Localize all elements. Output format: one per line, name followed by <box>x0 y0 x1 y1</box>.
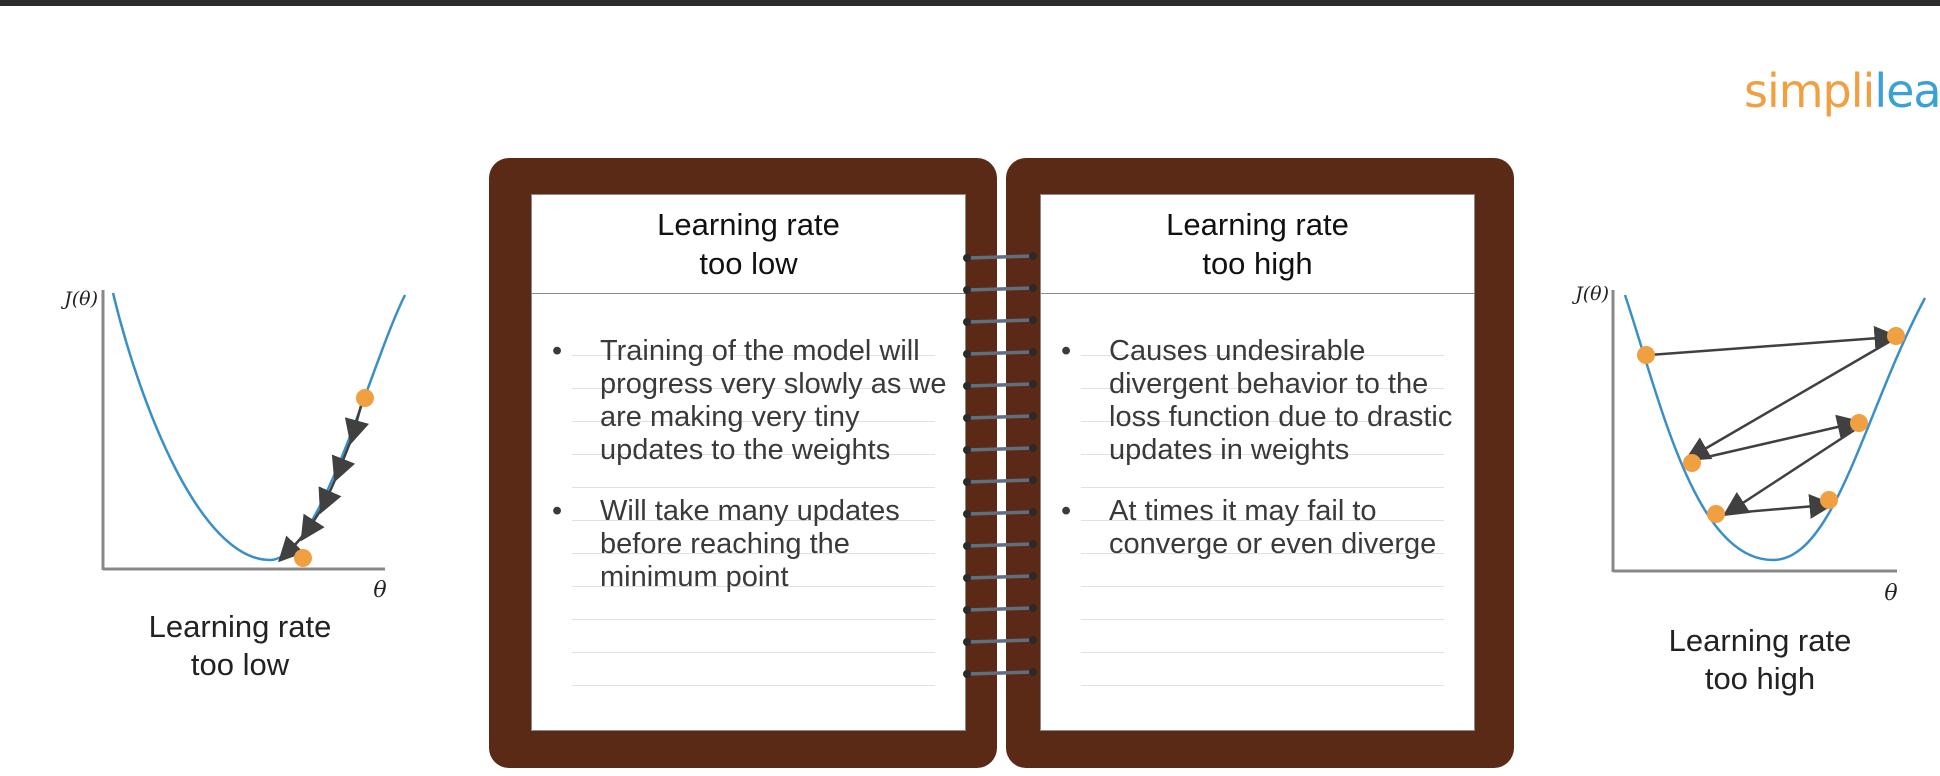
step-point <box>1637 346 1655 364</box>
list-item: • Causes undesirable divergent behavior t… <box>1061 335 1453 466</box>
spiral-ring <box>963 284 1037 294</box>
spiral-binding <box>963 252 1037 678</box>
spiral-ring <box>963 540 1037 550</box>
spiral-ring <box>963 444 1037 454</box>
graph-learning-rate-too-low: J(θ) θ <box>40 275 420 615</box>
spiral-ring <box>963 380 1037 390</box>
step-point <box>1683 454 1701 472</box>
divergent-steps <box>1648 325 1900 519</box>
loss-curve <box>1623 294 1927 562</box>
spiral-ring <box>963 476 1037 486</box>
bullet-list-too-high: • Causes undesirable divergent behavior t… <box>1061 335 1458 589</box>
y-axis-label: J(θ) <box>1571 283 1609 305</box>
notebook: Learning rate too low • Training of the m… <box>489 158 1514 768</box>
spiral-ring <box>963 636 1037 646</box>
spiral-ring <box>963 316 1037 326</box>
list-item: • Training of the model will progress ver… <box>552 335 947 466</box>
graph-learning-rate-too-high: J(θ) θ <box>1545 270 1940 620</box>
spiral-ring <box>963 508 1037 518</box>
spiral-ring <box>963 348 1037 358</box>
spiral-ring <box>963 668 1037 678</box>
step-point <box>1707 505 1725 523</box>
step-point <box>1850 414 1868 432</box>
y-axis-label: J(θ) <box>60 288 98 310</box>
notebook-page-left: Learning rate too low • Training of the m… <box>531 194 966 731</box>
step-point <box>1820 491 1838 509</box>
graph-high-svg: J(θ) θ <box>1571 283 1927 606</box>
page-title-too-low: Learning rate too low <box>532 195 965 294</box>
ruled-lines <box>572 323 935 714</box>
descent-steps <box>278 401 370 563</box>
list-item: • At times it may fail to converge or ev… <box>1061 495 1437 560</box>
end-point <box>294 549 312 567</box>
x-axis-label: θ <box>1884 581 1897 606</box>
spiral-ring <box>963 604 1037 614</box>
simplilearn-logo: simplilearn <box>1744 64 1940 118</box>
spiral-ring <box>963 572 1037 582</box>
loss-curve <box>111 292 407 562</box>
bullet-list-too-low: • Training of the model will progress ver… <box>552 335 949 622</box>
spiral-ring <box>963 412 1037 422</box>
top-rule <box>0 0 1940 6</box>
notebook-page-right: Learning rate too high • Causes undesirab… <box>1040 194 1475 731</box>
caption-too-high: Learning rate too high <box>1668 623 1852 696</box>
start-point <box>356 389 374 407</box>
caption-too-low: Learning rate too low <box>148 609 332 682</box>
step-point <box>1887 327 1905 345</box>
list-item: • Will take many updates before reaching … <box>552 495 900 593</box>
graph-low-svg: J(θ) θ <box>60 288 407 603</box>
page-title-too-high: Learning rate too high <box>1041 195 1474 294</box>
spiral-ring <box>963 252 1037 262</box>
ruled-lines <box>1081 323 1444 714</box>
x-axis-label: θ <box>373 578 386 603</box>
